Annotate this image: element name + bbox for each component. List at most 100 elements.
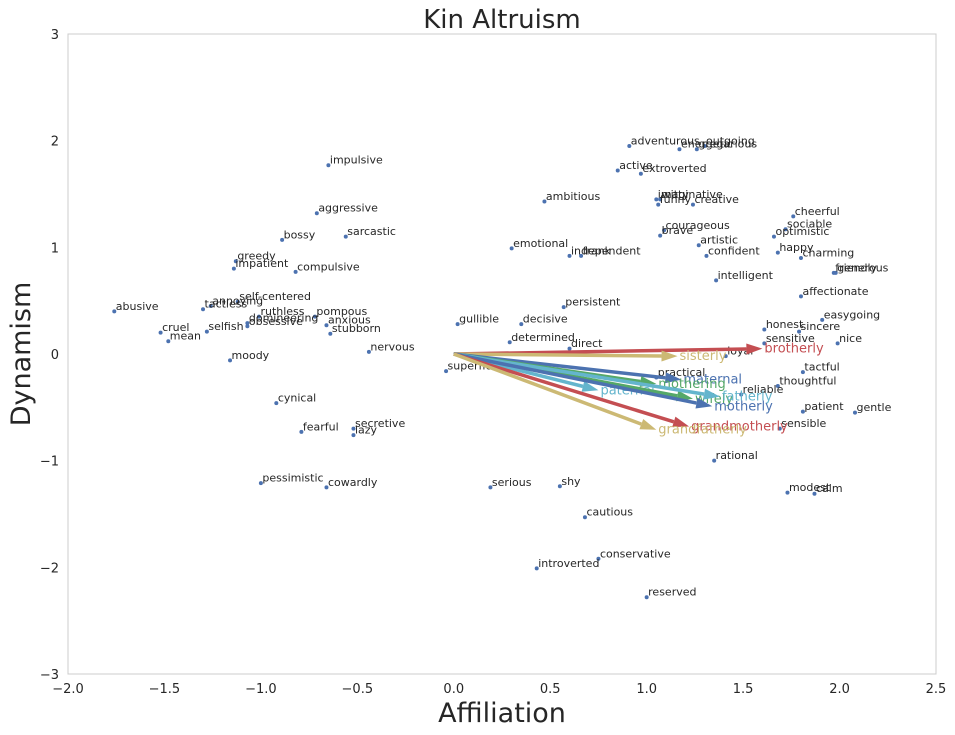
point-label: secretive — [355, 417, 405, 430]
scatter-point — [771, 234, 776, 239]
vector-line — [453, 352, 642, 426]
x-tick-label: −2.0 — [52, 682, 84, 697]
x-tick-label: 2.5 — [926, 682, 947, 697]
point-label: tactful — [804, 361, 839, 374]
scatter-point — [702, 144, 707, 148]
scatter-point — [245, 321, 250, 326]
x-tick-label: 0.0 — [443, 682, 464, 697]
point-label: shy — [561, 475, 581, 488]
point-label: domineering — [249, 312, 319, 325]
y-tick-label: 2 — [51, 135, 59, 150]
scatter-point — [582, 515, 587, 520]
point-label: impulsive — [330, 154, 383, 167]
point-label: optimistic — [775, 225, 829, 238]
scatter-point — [312, 314, 317, 319]
scatter-point — [328, 331, 333, 336]
scatter-point — [519, 322, 524, 327]
point-label: self-centered — [239, 290, 311, 303]
x-tick-label: −1.0 — [245, 682, 277, 697]
scatter-point — [579, 253, 584, 258]
scatter-point — [488, 485, 493, 490]
scatter-point — [557, 484, 562, 489]
scatter-point — [800, 370, 805, 375]
scatter-point — [739, 392, 744, 397]
point-label: ruthless — [260, 305, 304, 318]
point-label: pompous — [316, 305, 367, 318]
vector-label: fatherly — [722, 390, 773, 405]
vector-label: brotherly — [764, 342, 824, 357]
scatter-point — [351, 426, 356, 431]
scatter-point — [299, 429, 304, 434]
scatter-point — [324, 323, 329, 328]
scatter-point — [627, 144, 632, 148]
point-label: gullible — [459, 313, 499, 326]
point-label: bossy — [284, 228, 316, 241]
point-label: patient — [804, 400, 844, 413]
point-label: serious — [492, 476, 532, 489]
point-label: creative — [694, 193, 739, 206]
x-tick-label: 0.5 — [540, 682, 561, 697]
scatter-point — [644, 595, 649, 600]
point-label: confident — [708, 244, 760, 257]
scatter-point — [534, 566, 539, 571]
scatter-point — [812, 491, 817, 496]
point-label: extroverted — [642, 162, 706, 175]
scatter-point — [201, 307, 206, 312]
point-label: pessimistic — [262, 472, 323, 485]
point-label: brave — [662, 224, 694, 237]
scatter-point — [658, 233, 663, 238]
point-label: easygoing — [824, 308, 880, 321]
chart-title: Kin Altruism — [423, 5, 581, 35]
point-label: introverted — [538, 557, 599, 570]
scatter-point — [366, 349, 371, 354]
point-label: funny — [660, 193, 692, 206]
scatter-point — [831, 270, 836, 275]
vector-label: sisterly — [680, 349, 727, 364]
point-label: aggressive — [318, 202, 378, 215]
scatter-point — [324, 485, 329, 490]
scatter-point — [326, 163, 331, 168]
scatter-point — [507, 340, 512, 345]
vector-label: grandmotherly — [691, 420, 788, 435]
scatter-point — [775, 384, 780, 388]
x-tick-label: 2.0 — [829, 682, 850, 697]
point-label: adventurous — [631, 135, 700, 148]
scatter-point — [656, 202, 661, 207]
point-label: honest — [766, 318, 804, 331]
scatter-point — [798, 256, 803, 260]
vector-arrowhead — [672, 416, 690, 428]
point-label: thoughtful — [779, 375, 836, 388]
point-label: friendly — [835, 261, 877, 274]
scatter-point — [783, 227, 788, 232]
point-label: conservative — [600, 547, 671, 560]
scatter-point — [166, 339, 171, 344]
scatter-point — [351, 433, 356, 438]
scatter-point — [658, 197, 663, 202]
scatter-point — [567, 346, 572, 351]
point-label: anxious — [328, 314, 371, 327]
vector-line — [453, 352, 662, 358]
vector-label: maternal — [683, 373, 742, 388]
scatter-point — [258, 481, 263, 486]
point-label: decisive — [523, 313, 568, 326]
vector-line — [453, 352, 697, 405]
scatter-point — [694, 147, 699, 152]
vector-arrowhead — [703, 388, 720, 400]
vector-arrowhead — [581, 381, 599, 392]
point-label: sarcastic — [347, 225, 396, 238]
y-tick-label: −3 — [40, 668, 59, 683]
scatter-point — [704, 253, 709, 258]
scatter-point — [690, 202, 695, 207]
point-label: nervous — [370, 340, 414, 353]
point-label: cruel — [162, 321, 189, 334]
point-label: persistent — [565, 296, 621, 309]
point-label: energetic — [681, 138, 733, 151]
point-label: outgoing — [706, 135, 755, 148]
point-label: nice — [839, 332, 862, 345]
point-label: frank — [583, 244, 612, 257]
point-label: happy — [779, 241, 814, 254]
concept-vectors: brotherlysisterlymaternalmotheringpatern… — [453, 342, 824, 438]
point-label: annoying — [212, 295, 263, 308]
scatter-point — [820, 317, 825, 322]
scatter-point — [256, 314, 261, 319]
